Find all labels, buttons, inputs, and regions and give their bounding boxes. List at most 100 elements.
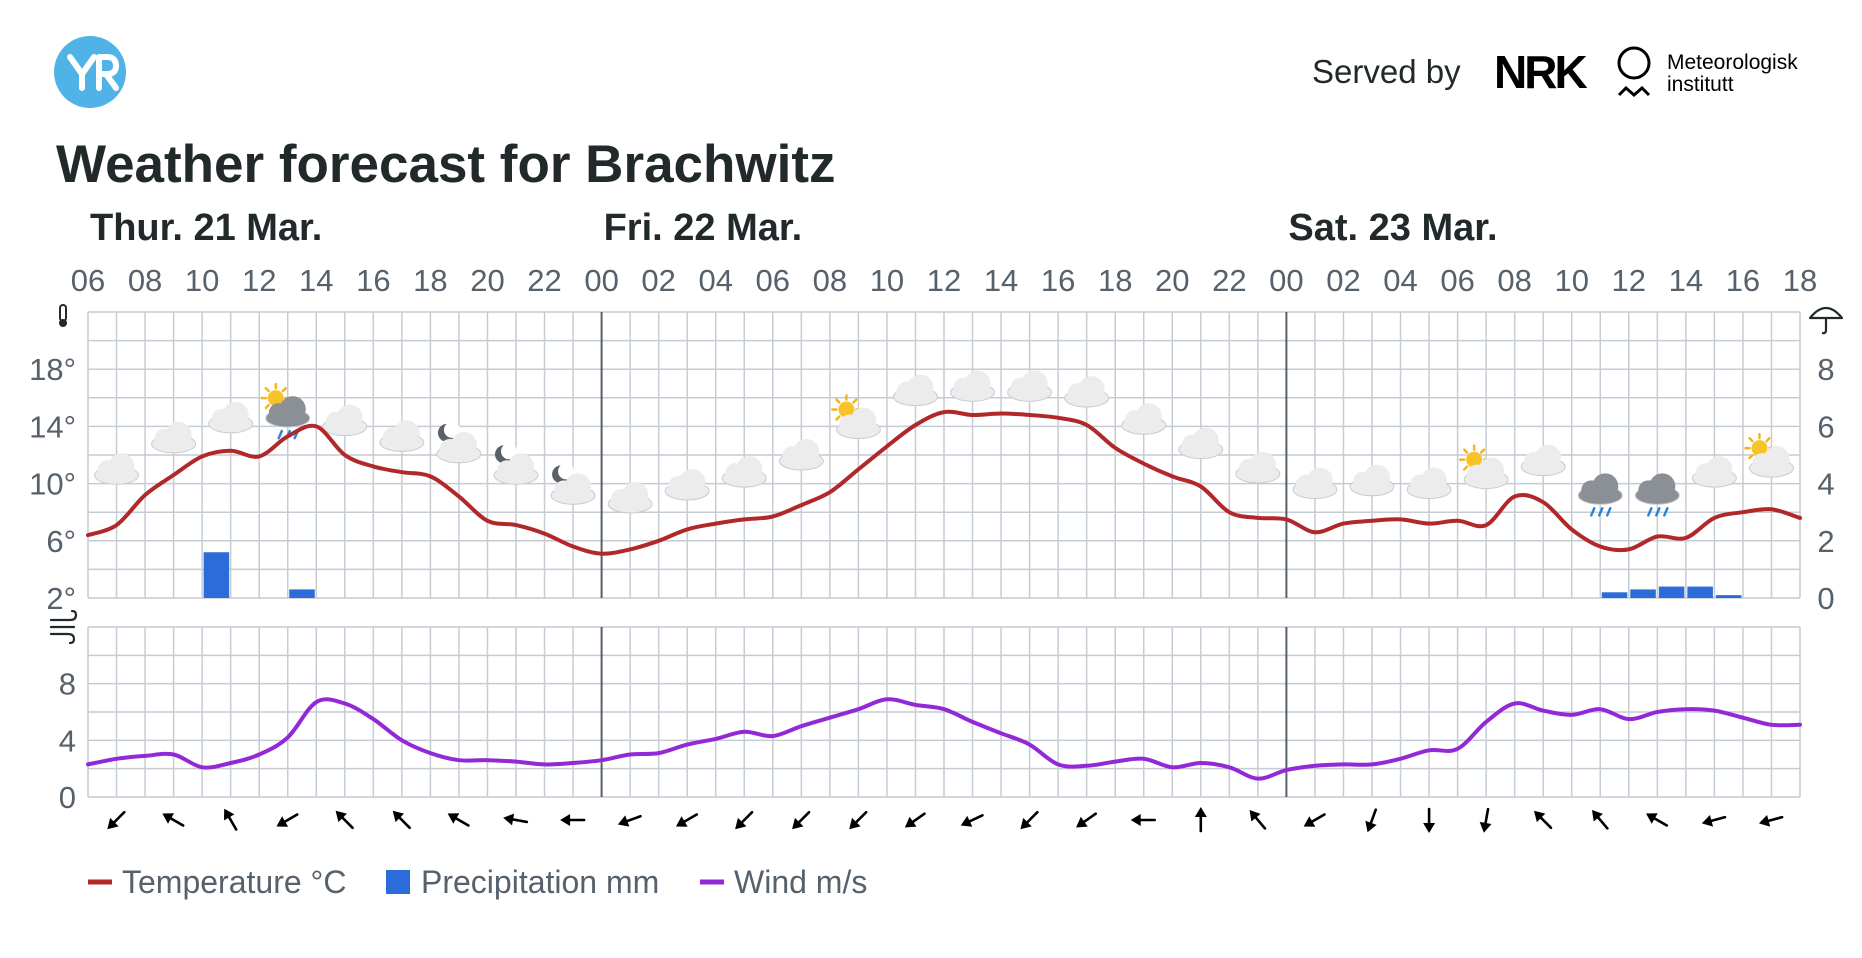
cloud-fill xyxy=(1179,441,1222,458)
precipitation-tick-label: 6 xyxy=(1817,409,1834,444)
moon-cloud-icon xyxy=(436,421,482,464)
wind-direction-arrow xyxy=(1130,814,1156,826)
wind-direction-arrow xyxy=(392,810,411,830)
arrow-head xyxy=(162,813,175,824)
cloud-icon xyxy=(1064,376,1110,408)
cloud-icon xyxy=(379,420,425,452)
nrk-logo[interactable]: NRK xyxy=(1494,46,1590,98)
hour-tick-label: 20 xyxy=(1155,263,1189,298)
arrow-head xyxy=(447,813,460,824)
met-logo-circle xyxy=(1617,46,1651,80)
wind-direction-arrow xyxy=(735,810,754,830)
cloud-fill xyxy=(95,467,138,484)
yr-logo-circle xyxy=(54,36,126,108)
rain-drop xyxy=(277,429,283,440)
cloud-shape xyxy=(607,481,653,514)
sun-ray xyxy=(281,386,287,393)
cloud-fill xyxy=(552,487,595,504)
precipitation-axis: 8 6 4 2 0 xyxy=(1817,352,1834,616)
cloud-rain-icon xyxy=(1577,473,1623,517)
arrow-head xyxy=(1194,807,1207,817)
temperature-tick-label: 2° xyxy=(46,581,76,616)
arrow-head xyxy=(1130,814,1141,826)
moon-cutout xyxy=(501,443,517,460)
wind-direction-arrow xyxy=(792,810,811,830)
day-label: Sat. 23 Mar. xyxy=(1288,207,1497,249)
sun-disc xyxy=(1751,440,1768,457)
sun-cloud-icon xyxy=(1458,444,1509,490)
wind-direction-arrow xyxy=(1591,810,1609,830)
hour-labels: 06 08 10 12 14 16 18 20 22 00 02 04 06 08 10 12 14 16 18 20… xyxy=(71,263,1817,298)
served-by-label: Served by xyxy=(1312,53,1461,90)
cloud-fill xyxy=(837,421,880,438)
sun-ray xyxy=(835,398,841,404)
hour-tick-label: 08 xyxy=(813,263,847,298)
hour-tick-label: 18 xyxy=(1783,263,1817,298)
wind-direction-arrow xyxy=(1646,813,1669,827)
cloud-shape xyxy=(721,456,767,488)
arrow-head xyxy=(1076,816,1088,828)
arrow-head xyxy=(560,814,571,826)
cloud-shape xyxy=(1064,376,1110,408)
hour-tick-label: 18 xyxy=(413,263,447,298)
cloud-fill xyxy=(1408,481,1451,498)
cloud-fill xyxy=(1236,465,1279,482)
day-label: Thur. 21 Mar. xyxy=(90,207,322,249)
cloud-shape xyxy=(1520,444,1566,477)
cloud-shape xyxy=(265,396,311,428)
sun-ray xyxy=(1479,448,1486,454)
hour-tick-label: 18 xyxy=(1098,263,1132,298)
cloud-shape xyxy=(1292,467,1338,500)
wind-direction-arrow xyxy=(276,813,299,827)
hour-tick-label: 06 xyxy=(71,263,105,298)
temperature-panel: 18° 14° 10° 6° 2° 8 6 4 2 0 xyxy=(29,304,1844,616)
cloud-fill xyxy=(437,445,480,462)
arrow-head xyxy=(224,808,235,821)
wind-panel: 8 4 0 xyxy=(49,609,1802,833)
cloud-shape xyxy=(778,439,824,471)
sun-disc xyxy=(267,390,284,407)
wind-direction-arrow xyxy=(1303,813,1326,827)
hour-tick-label: 00 xyxy=(584,263,618,298)
met-logo-line1: Meteorologisk xyxy=(1667,51,1798,74)
cloud-shape xyxy=(664,469,710,501)
met-institute-logo[interactable]: Meteorologisk institutt xyxy=(1617,46,1798,97)
wind-direction-arrow xyxy=(904,812,926,828)
moon-cloud-icon xyxy=(493,443,539,485)
cloud-icon xyxy=(607,481,653,514)
moon-cutout xyxy=(558,463,575,480)
temperature-line xyxy=(86,409,1802,556)
cloud-icon xyxy=(1349,464,1395,497)
cloud-fill xyxy=(1465,471,1508,488)
cloud-icon xyxy=(1292,467,1338,500)
cloud-shape xyxy=(835,407,881,440)
hour-tick-label: 10 xyxy=(1554,263,1588,298)
hour-tick-label: 04 xyxy=(698,263,732,298)
arrow-head xyxy=(849,817,861,830)
arrow-head xyxy=(1020,817,1032,830)
cloud-shape xyxy=(950,370,996,402)
arrow-head xyxy=(1423,823,1436,833)
yr-logo[interactable] xyxy=(54,36,126,108)
hour-tick-label: 10 xyxy=(185,263,219,298)
arrow-head xyxy=(1303,816,1316,827)
wind-direction-arrow xyxy=(1758,814,1784,827)
cloud-icon xyxy=(151,421,197,454)
hour-tick-label: 14 xyxy=(984,263,1018,298)
rain-drop xyxy=(1606,507,1612,517)
hour-tick-label: 02 xyxy=(641,263,675,298)
hour-tick-label: 06 xyxy=(756,263,790,298)
sun-disc xyxy=(1466,451,1483,468)
met-logo-line2: institutt xyxy=(1667,73,1734,96)
arrow-head xyxy=(1365,820,1377,833)
header: Served by NRK Meteorologisk institutt We… xyxy=(54,36,1798,194)
legend-precipitation-label: Precipitation mm xyxy=(421,864,659,900)
legend-precipitation-swatch xyxy=(386,870,410,894)
wind-direction-arrow xyxy=(1194,807,1207,833)
rain-drop xyxy=(1647,507,1653,517)
cloud-icon xyxy=(950,370,996,402)
arrow-head xyxy=(1701,814,1714,827)
cloud-icon xyxy=(1178,427,1224,460)
sun-ray xyxy=(264,386,270,393)
cloud-icon xyxy=(94,453,140,485)
